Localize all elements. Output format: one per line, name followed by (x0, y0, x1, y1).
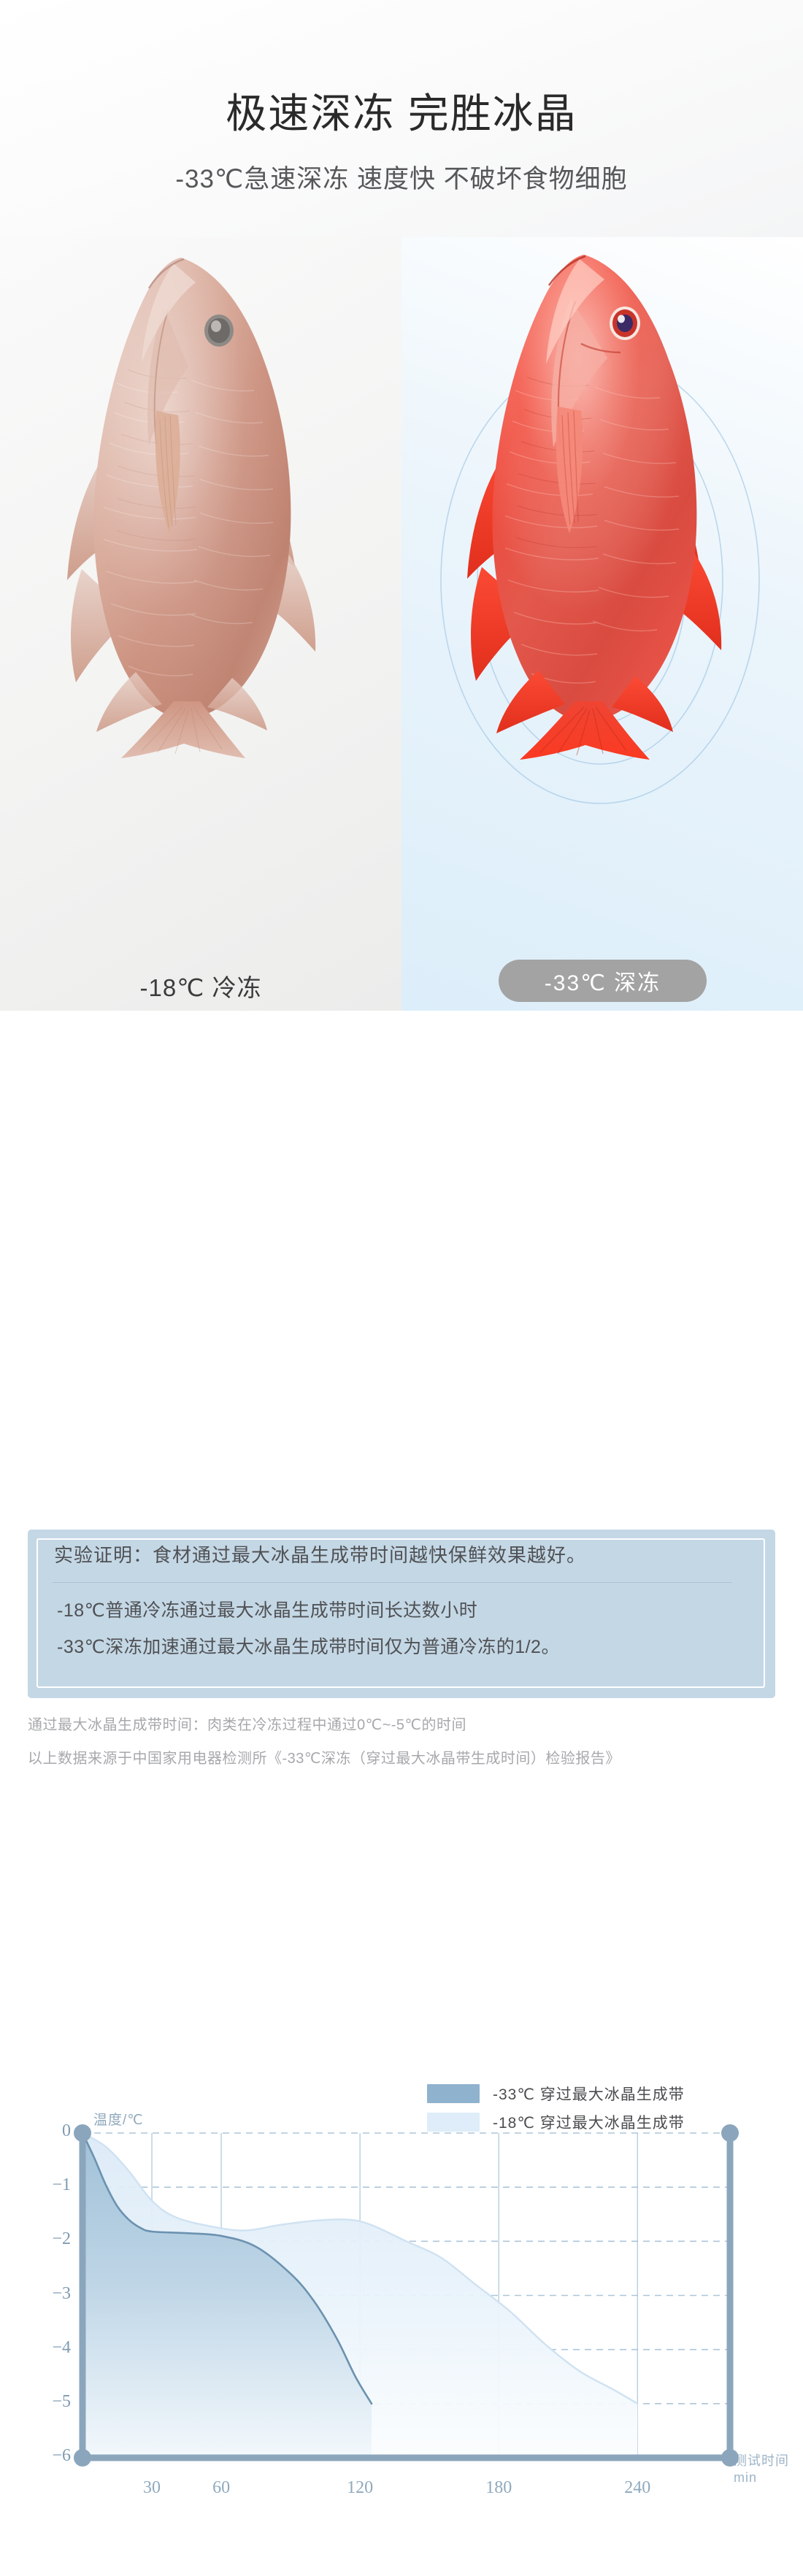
dull-fish-icon (67, 258, 316, 758)
hero-section: 极速深冻 完胜冰晶 -33℃急速深冻 速度快 不破坏食物细胞 (0, 0, 803, 237)
freezing-curve-chart (74, 2124, 739, 2467)
comparison-section: -18℃ 冷冻 冷冻速度慢，食材中的水分子通过冰晶带时间长达数小时，汁液流失率多… (0, 237, 803, 1011)
chart-section: -33℃ 穿过最大冰晶生成带 -18℃ 穿过最大冰晶生成带 温度/℃ 测试时间 … (0, 1011, 803, 2497)
pill-text: -33℃ 深冻 (544, 971, 661, 995)
conclusion-divider (53, 1582, 731, 1583)
footnote-line-1: 通过最大冰晶生成带时间：肉类在冷冻过程中通过0℃~-5℃的时间 (28, 1717, 467, 1733)
fish-image-vivid (402, 237, 803, 763)
conclusion-line-1: -18℃普通冷冻通过最大冰晶生成带时间长达数小时 (57, 1600, 478, 1621)
footnote-line-2: 以上数据来源于中国家用电器检测所《-33℃深冻（穿过最大冰晶带生成时间）检验报告… (28, 1751, 620, 1767)
label-conventional-freeze: -18℃ 冷冻 (139, 974, 262, 1001)
conclusion-line-2: -33℃深冻加速通过最大冰晶生成带时间仅为普通冷冻的1/2。 (57, 1637, 560, 1657)
conclusion-inner-border (36, 1538, 765, 1688)
label-deep-freeze-badge: -33℃ 深冻 (499, 960, 707, 1002)
vivid-fish-icon (467, 255, 722, 760)
conclusion-heading: 实验证明：食材通过最大冰晶生成带时间越快保鲜效果越好。 (54, 1544, 587, 1566)
panel-deep-freeze: -33℃ 深冻 冷冻速度快，食材中的水分子通过最大冰晶生成带时间仅为普通冷冻的1… (402, 237, 803, 1011)
page-subtitle: -33℃急速深冻 速度快 不破坏食物细胞 (175, 165, 628, 193)
panel-conventional-freeze: -18℃ 冷冻 冷冻速度慢，食材中的水分子通过冰晶带时间长达数小时，汁液流失率多… (0, 237, 402, 1011)
conclusion-box: 实验证明：食材通过最大冰晶生成带时间越快保鲜效果越好。 -18℃普通冷冻通过最大… (28, 1530, 775, 1698)
fish-image-dull (0, 237, 402, 763)
page-title: 极速深冻 完胜冰晶 (226, 90, 577, 136)
